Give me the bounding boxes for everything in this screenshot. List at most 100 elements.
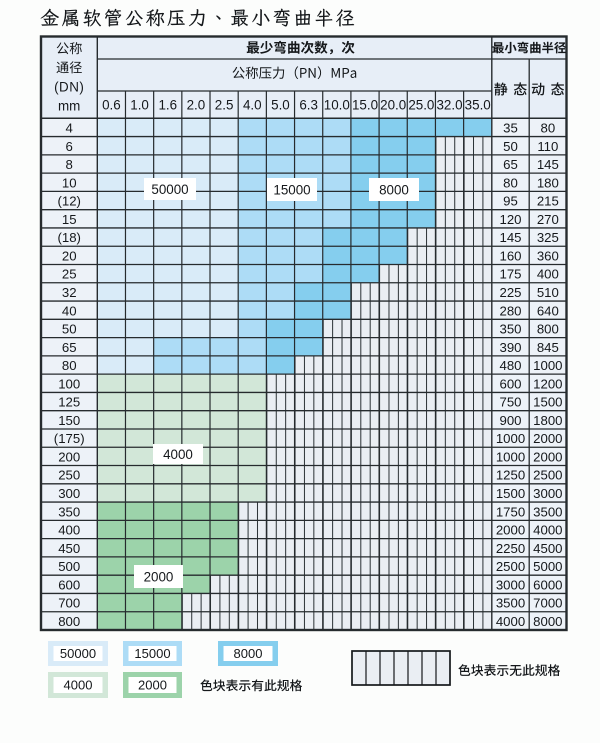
svg-text:1000: 1000 xyxy=(533,358,562,373)
svg-text:160: 160 xyxy=(499,248,521,263)
svg-text:mm: mm xyxy=(58,98,80,113)
svg-text:120: 120 xyxy=(499,212,521,227)
svg-text:1.6: 1.6 xyxy=(158,98,177,113)
svg-text:2500: 2500 xyxy=(533,468,562,483)
svg-text:4: 4 xyxy=(66,121,73,136)
svg-text:400: 400 xyxy=(537,267,559,282)
svg-text:750: 750 xyxy=(499,395,521,410)
svg-text:65: 65 xyxy=(62,340,77,355)
svg-text:2000: 2000 xyxy=(138,678,167,693)
svg-text:4.0: 4.0 xyxy=(243,98,262,113)
svg-text:2000: 2000 xyxy=(533,431,562,446)
svg-text:2250: 2250 xyxy=(496,541,525,556)
svg-text:110: 110 xyxy=(537,139,558,154)
svg-text:2000: 2000 xyxy=(144,569,174,584)
svg-text:450: 450 xyxy=(58,541,80,556)
svg-text:400: 400 xyxy=(58,523,80,538)
svg-text:200: 200 xyxy=(58,449,80,464)
svg-text:350: 350 xyxy=(58,504,80,519)
svg-text:2000: 2000 xyxy=(496,523,525,538)
svg-text:600: 600 xyxy=(58,577,80,592)
svg-text:25: 25 xyxy=(62,267,77,282)
svg-text:5000: 5000 xyxy=(533,559,562,574)
svg-text:125: 125 xyxy=(58,395,80,410)
svg-text:10.0: 10.0 xyxy=(324,98,350,113)
svg-text:640: 640 xyxy=(537,303,559,318)
svg-text:350: 350 xyxy=(499,322,521,337)
svg-text:15000: 15000 xyxy=(134,646,170,661)
svg-text:1000: 1000 xyxy=(496,449,525,464)
svg-text:50000: 50000 xyxy=(60,646,96,661)
svg-text:32: 32 xyxy=(62,285,77,300)
svg-text:32.0: 32.0 xyxy=(436,98,462,113)
svg-text:50000: 50000 xyxy=(151,182,188,197)
svg-text:1500: 1500 xyxy=(496,486,525,501)
svg-text:6: 6 xyxy=(66,139,73,154)
svg-text:4000: 4000 xyxy=(496,614,525,629)
svg-text:280: 280 xyxy=(499,303,521,318)
svg-text:25.0: 25.0 xyxy=(408,98,434,113)
svg-text:3000: 3000 xyxy=(533,486,562,501)
svg-text:80: 80 xyxy=(62,358,77,373)
svg-text:8000: 8000 xyxy=(379,182,409,197)
svg-text:145: 145 xyxy=(499,230,521,245)
svg-text:6000: 6000 xyxy=(533,577,562,592)
svg-text:80: 80 xyxy=(503,175,518,190)
svg-text:600: 600 xyxy=(499,376,521,391)
svg-text:180: 180 xyxy=(537,175,559,190)
svg-text:225: 225 xyxy=(499,285,521,300)
svg-text:900: 900 xyxy=(499,413,521,428)
svg-text:800: 800 xyxy=(58,614,80,629)
svg-text:800: 800 xyxy=(537,322,559,337)
svg-text:0.6: 0.6 xyxy=(102,98,121,113)
svg-text:300: 300 xyxy=(58,486,80,501)
svg-text:50: 50 xyxy=(62,322,77,337)
svg-text:150: 150 xyxy=(58,413,80,428)
svg-text:95: 95 xyxy=(503,194,518,209)
svg-text:65: 65 xyxy=(503,157,518,172)
svg-text:1750: 1750 xyxy=(496,504,525,519)
svg-text:4500: 4500 xyxy=(533,541,562,556)
svg-text:3000: 3000 xyxy=(496,577,525,592)
svg-text:8000: 8000 xyxy=(234,646,263,661)
svg-text:50: 50 xyxy=(503,139,518,154)
svg-text:2500: 2500 xyxy=(496,559,525,574)
svg-text:35.0: 35.0 xyxy=(465,98,491,113)
svg-text:215: 215 xyxy=(537,194,559,209)
svg-text:40: 40 xyxy=(62,303,77,318)
svg-text:(DN): (DN) xyxy=(54,79,84,94)
svg-text:480: 480 xyxy=(499,358,521,373)
svg-text:15000: 15000 xyxy=(273,182,310,197)
svg-text:2.5: 2.5 xyxy=(215,98,234,113)
svg-text:1500: 1500 xyxy=(533,395,562,410)
svg-text:(18): (18) xyxy=(57,230,80,245)
svg-text:3500: 3500 xyxy=(496,596,525,611)
svg-text:4000: 4000 xyxy=(533,523,562,538)
svg-text:325: 325 xyxy=(537,230,559,245)
svg-text:4000: 4000 xyxy=(163,447,193,462)
svg-text:20: 20 xyxy=(62,248,77,263)
svg-text:3500: 3500 xyxy=(533,504,562,519)
svg-text:1000: 1000 xyxy=(496,431,525,446)
svg-text:35: 35 xyxy=(503,121,518,136)
svg-text:845: 845 xyxy=(537,340,559,355)
svg-text:15: 15 xyxy=(62,212,77,227)
svg-text:15.0: 15.0 xyxy=(352,98,378,113)
svg-text:20.0: 20.0 xyxy=(380,98,406,113)
svg-text:1.0: 1.0 xyxy=(130,98,149,113)
svg-text:8: 8 xyxy=(66,157,73,172)
svg-text:5.0: 5.0 xyxy=(271,98,290,113)
svg-text:1800: 1800 xyxy=(533,413,562,428)
svg-text:8000: 8000 xyxy=(533,614,562,629)
svg-text:7000: 7000 xyxy=(533,596,562,611)
svg-text:175: 175 xyxy=(499,267,521,282)
svg-text:4000: 4000 xyxy=(64,678,93,693)
svg-text:390: 390 xyxy=(499,340,521,355)
svg-text:6.3: 6.3 xyxy=(299,98,318,113)
svg-text:10: 10 xyxy=(62,175,77,190)
svg-text:1250: 1250 xyxy=(496,468,525,483)
svg-text:510: 510 xyxy=(537,285,559,300)
svg-text:(12): (12) xyxy=(57,194,80,209)
svg-text:2.0: 2.0 xyxy=(187,98,206,113)
svg-text:1200: 1200 xyxy=(533,376,562,391)
